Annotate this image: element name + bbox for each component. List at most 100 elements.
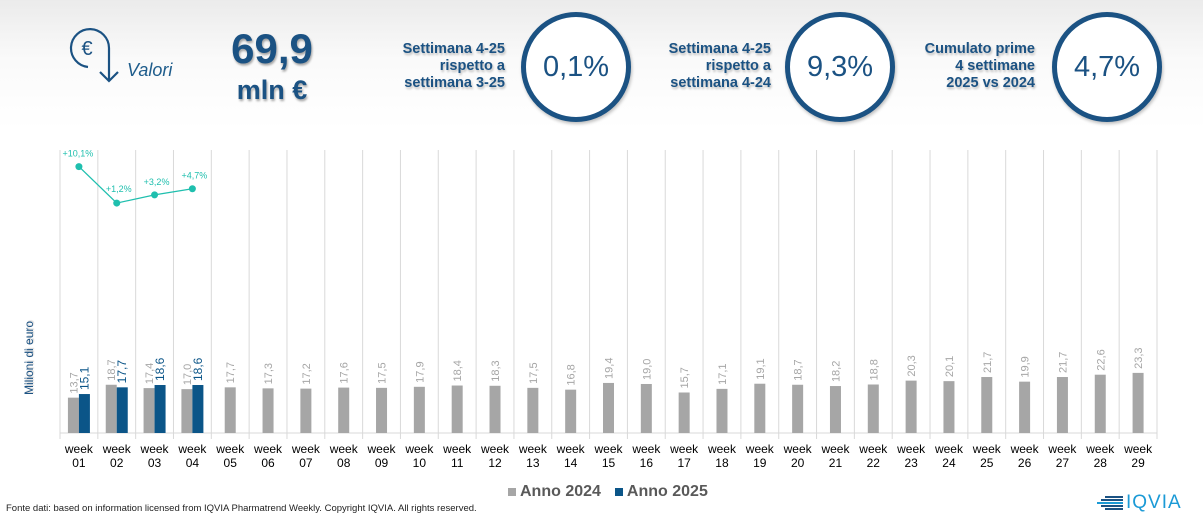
kpi-circle-week-vs-prev-week: 0,1% bbox=[521, 12, 631, 122]
bar-2024 bbox=[829, 386, 841, 433]
bar-label-2024: 16,8 bbox=[566, 364, 578, 385]
x-tick-label: week 20 bbox=[783, 442, 813, 470]
x-tick-label: week 07 bbox=[291, 442, 321, 470]
bar-2024 bbox=[300, 388, 312, 433]
bar-2024 bbox=[67, 397, 79, 433]
kpi-circle-cumulative: 4,7% bbox=[1052, 12, 1162, 122]
bar-label-2025: 17,7 bbox=[115, 360, 129, 384]
x-tick-label: week 24 bbox=[934, 442, 964, 470]
bar-label-2024: 21,7 bbox=[982, 352, 994, 373]
legend-item-2024: Anno 2024 bbox=[508, 483, 601, 501]
bar-2024 bbox=[1132, 372, 1144, 433]
bar-2025 bbox=[78, 394, 90, 433]
bar-label-2024: 17,0 bbox=[182, 364, 194, 385]
bar-2024 bbox=[376, 387, 388, 433]
bar-2024 bbox=[105, 384, 117, 433]
bar-2024 bbox=[413, 386, 425, 433]
bar-2024 bbox=[640, 383, 652, 433]
bar-label-2024: 17,5 bbox=[528, 362, 540, 383]
bar-label-2024: 17,9 bbox=[414, 361, 426, 382]
kpi-label-cumulative: Cumulato prime 4 settimane 2025 vs 2024 bbox=[924, 41, 1035, 91]
growth-label: +4,7% bbox=[182, 171, 208, 181]
bar-2024 bbox=[943, 381, 955, 433]
x-tick-label: week 25 bbox=[972, 442, 1002, 470]
bar-2024 bbox=[181, 389, 193, 433]
bar-label-2024: 21,7 bbox=[1057, 352, 1069, 373]
iqvia-logo-icon bbox=[1097, 496, 1123, 510]
x-tick-label: week 12 bbox=[480, 442, 510, 470]
bar-2024 bbox=[1094, 374, 1106, 433]
bar-label-2024: 17,6 bbox=[339, 362, 351, 383]
bar-label-2024: 15,7 bbox=[679, 367, 691, 388]
bar-2024 bbox=[905, 380, 917, 433]
bar-2025 bbox=[192, 385, 204, 433]
bar-label-2025: 15,1 bbox=[77, 366, 91, 390]
bar-2024 bbox=[489, 385, 501, 433]
bar-label-2024: 17,1 bbox=[717, 363, 729, 384]
x-tick-label: week 15 bbox=[593, 442, 623, 470]
metric-label: Valori bbox=[127, 60, 173, 80]
bar-2025 bbox=[116, 387, 128, 433]
bar-label-2024: 23,3 bbox=[1133, 347, 1145, 368]
bar-2024 bbox=[754, 383, 766, 433]
legend-swatch-2024 bbox=[508, 488, 516, 496]
bar-2024 bbox=[565, 389, 577, 433]
bar-label-2024: 19,0 bbox=[641, 359, 653, 380]
bar-label-2024: 18,2 bbox=[830, 361, 842, 382]
bar-label-2024: 17,3 bbox=[263, 363, 275, 384]
x-tick-label: week 10 bbox=[404, 442, 434, 470]
bar-label-2024: 18,4 bbox=[452, 360, 464, 381]
x-tick-label: week 27 bbox=[1047, 442, 1077, 470]
x-tick-label: week 11 bbox=[442, 442, 472, 470]
x-tick-label: week 05 bbox=[215, 442, 245, 470]
x-tick-label: week 28 bbox=[1085, 442, 1115, 470]
bar-2024 bbox=[338, 387, 350, 433]
kpi-label-week-vs-last-year: Settimana 4-25 rispetto a settimana 4-24 bbox=[668, 41, 771, 91]
iqvia-logo-text: IQVIA bbox=[1126, 492, 1182, 513]
bar-label-2024: 13,7 bbox=[68, 372, 80, 393]
bar-label-2025: 18,6 bbox=[153, 357, 167, 381]
growth-point bbox=[75, 163, 83, 171]
bar-label-2024: 17,2 bbox=[301, 363, 313, 384]
bar-label-2024: 17,7 bbox=[225, 362, 237, 383]
bar-2024 bbox=[603, 382, 614, 433]
growth-label: +1,2% bbox=[106, 184, 132, 194]
bar-label-2024: 18,3 bbox=[490, 360, 502, 381]
bar-2024 bbox=[224, 387, 236, 433]
legend-label-2024: Anno 2024 bbox=[520, 483, 601, 500]
x-tick-label: week 03 bbox=[140, 442, 170, 470]
x-tick-label: week 26 bbox=[1010, 442, 1040, 470]
bar-2024 bbox=[451, 385, 463, 433]
growth-label: +10,1% bbox=[63, 149, 94, 159]
bar-2024 bbox=[981, 377, 993, 433]
bar-label-2024: 20,1 bbox=[944, 356, 956, 377]
growth-point bbox=[188, 185, 196, 193]
bar-label-2024: 18,8 bbox=[868, 359, 880, 380]
x-tick-label: week 21 bbox=[820, 442, 850, 470]
x-tick-label: week 04 bbox=[177, 442, 207, 470]
bar-label-2024: 18,7 bbox=[106, 359, 118, 380]
x-tick-label: week 17 bbox=[669, 442, 699, 470]
bar-2024 bbox=[527, 387, 539, 433]
bar-2024 bbox=[792, 384, 804, 433]
x-tick-label: week 22 bbox=[858, 442, 888, 470]
x-tick-label: week 09 bbox=[367, 442, 397, 470]
x-tick-label: week 29 bbox=[1123, 442, 1153, 470]
bar-2025 bbox=[154, 385, 166, 433]
bar-label-2024: 17,4 bbox=[144, 363, 156, 384]
bar-2024 bbox=[1056, 377, 1068, 433]
x-tick-label: week 16 bbox=[631, 442, 661, 470]
bar-label-2025: 18,6 bbox=[191, 357, 205, 381]
x-tick-label: week 06 bbox=[253, 442, 283, 470]
bar-label-2024: 20,3 bbox=[906, 355, 918, 376]
x-tick-label: week 18 bbox=[707, 442, 737, 470]
growth-point bbox=[113, 199, 121, 207]
growth-line bbox=[78, 166, 193, 204]
legend-swatch-2025 bbox=[614, 488, 623, 496]
bar-label-2024: 22,6 bbox=[1095, 349, 1107, 370]
x-tick-label: week 08 bbox=[329, 442, 359, 470]
growth-label: +3,2% bbox=[144, 177, 170, 187]
x-tick-label: week 02 bbox=[102, 442, 132, 470]
bar-2024 bbox=[143, 388, 155, 433]
